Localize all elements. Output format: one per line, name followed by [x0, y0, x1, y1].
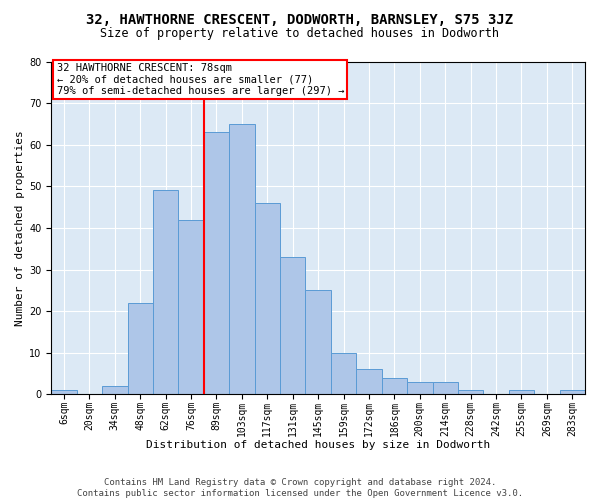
- Bar: [407, 382, 433, 394]
- Bar: [51, 390, 77, 394]
- Bar: [382, 378, 407, 394]
- Bar: [280, 257, 305, 394]
- Bar: [178, 220, 204, 394]
- X-axis label: Distribution of detached houses by size in Dodworth: Distribution of detached houses by size …: [146, 440, 490, 450]
- Bar: [254, 203, 280, 394]
- Text: Contains HM Land Registry data © Crown copyright and database right 2024.
Contai: Contains HM Land Registry data © Crown c…: [77, 478, 523, 498]
- Bar: [128, 303, 153, 394]
- Text: Size of property relative to detached houses in Dodworth: Size of property relative to detached ho…: [101, 28, 499, 40]
- Bar: [153, 190, 178, 394]
- Bar: [229, 124, 254, 394]
- Bar: [458, 390, 484, 394]
- Text: 32 HAWTHORNE CRESCENT: 78sqm
← 20% of detached houses are smaller (77)
79% of se: 32 HAWTHORNE CRESCENT: 78sqm ← 20% of de…: [56, 63, 344, 96]
- Text: 32, HAWTHORNE CRESCENT, DODWORTH, BARNSLEY, S75 3JZ: 32, HAWTHORNE CRESCENT, DODWORTH, BARNSL…: [86, 12, 514, 26]
- Bar: [204, 132, 229, 394]
- Bar: [356, 370, 382, 394]
- Bar: [560, 390, 585, 394]
- Bar: [331, 352, 356, 395]
- Y-axis label: Number of detached properties: Number of detached properties: [15, 130, 25, 326]
- Bar: [102, 386, 128, 394]
- Bar: [509, 390, 534, 394]
- Bar: [305, 290, 331, 395]
- Bar: [433, 382, 458, 394]
